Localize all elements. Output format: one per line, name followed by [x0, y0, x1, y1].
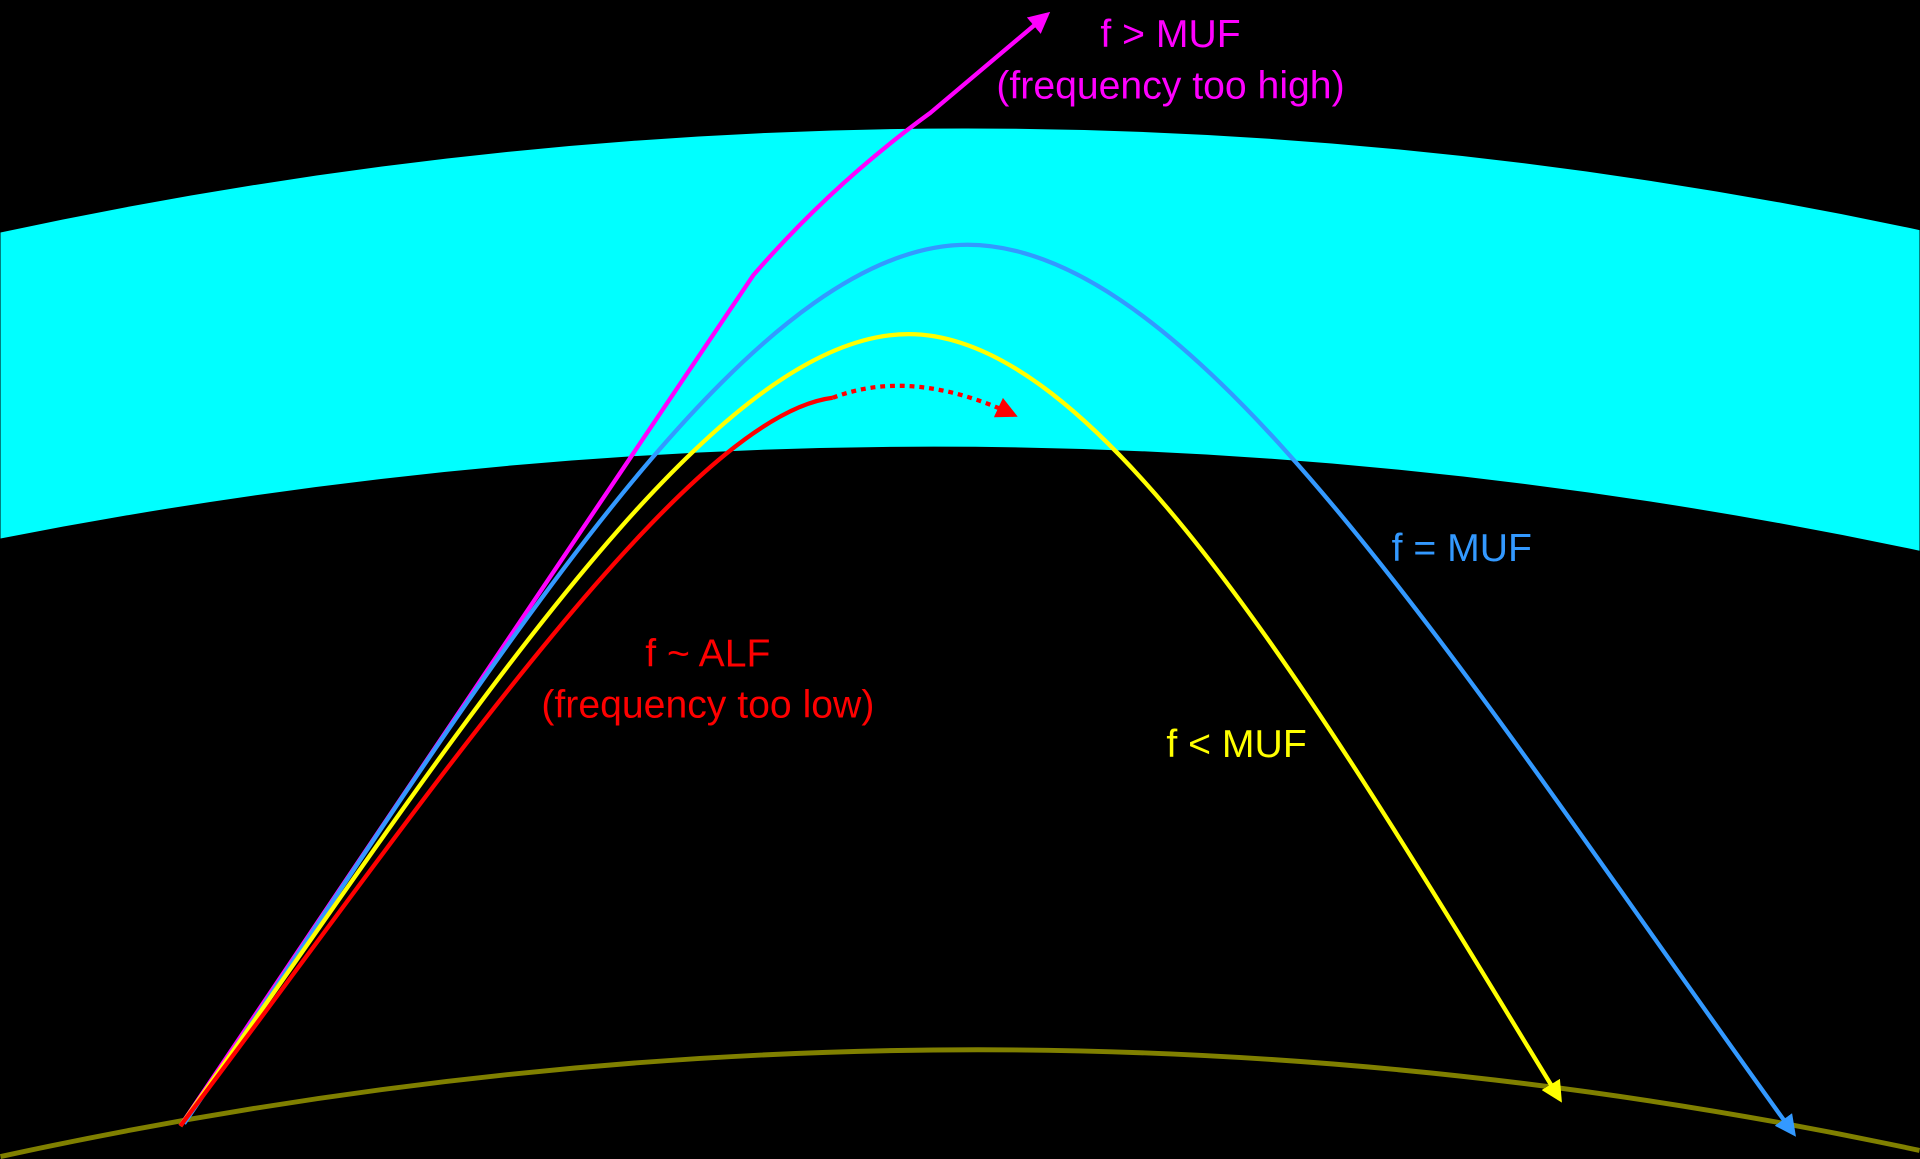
page: f > MUF (frequency too high) f = MUF f <… — [0, 0, 1920, 1159]
propagation-diagram: f > MUF (frequency too high) f = MUF f <… — [0, 0, 1920, 1159]
ray-label: f > MUF — [1100, 13, 1240, 56]
ray-note: (frequency too high) — [996, 64, 1344, 107]
ray-label: f ~ ALF — [645, 632, 770, 675]
ray-label: f = MUF — [1392, 527, 1532, 570]
ray-note: (frequency too low) — [541, 684, 874, 727]
ray-label: f < MUF — [1166, 723, 1306, 766]
